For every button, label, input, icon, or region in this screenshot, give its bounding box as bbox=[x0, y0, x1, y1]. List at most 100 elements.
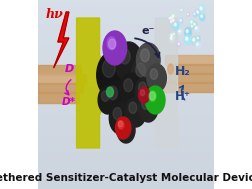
Circle shape bbox=[181, 9, 182, 11]
Bar bbox=[38, 119, 214, 120]
Polygon shape bbox=[38, 65, 81, 75]
Bar bbox=[38, 134, 214, 135]
Bar bbox=[38, 133, 214, 134]
Polygon shape bbox=[54, 12, 69, 68]
Bar bbox=[38, 27, 214, 28]
Bar bbox=[38, 183, 214, 184]
Circle shape bbox=[170, 17, 172, 19]
Bar bbox=[38, 164, 214, 165]
Bar bbox=[38, 0, 214, 1]
Bar bbox=[38, 32, 214, 33]
Bar bbox=[38, 126, 214, 127]
Bar bbox=[38, 171, 214, 172]
Circle shape bbox=[136, 43, 160, 77]
Polygon shape bbox=[38, 92, 79, 103]
Text: H₂: H₂ bbox=[175, 65, 191, 78]
Circle shape bbox=[179, 30, 180, 32]
FancyArrowPatch shape bbox=[135, 38, 160, 57]
Circle shape bbox=[140, 90, 145, 96]
Circle shape bbox=[173, 21, 179, 30]
Circle shape bbox=[178, 43, 179, 44]
Bar bbox=[38, 111, 214, 112]
Bar bbox=[38, 56, 214, 57]
Bar bbox=[38, 24, 214, 25]
Circle shape bbox=[104, 80, 129, 116]
Bar bbox=[38, 141, 214, 142]
Text: hν: hν bbox=[45, 8, 63, 21]
Circle shape bbox=[186, 30, 188, 33]
Bar bbox=[38, 43, 214, 44]
Circle shape bbox=[196, 27, 197, 29]
Circle shape bbox=[200, 14, 205, 21]
Bar bbox=[38, 7, 214, 8]
Bar bbox=[38, 101, 214, 102]
Bar bbox=[38, 66, 214, 67]
Circle shape bbox=[171, 37, 172, 39]
Circle shape bbox=[187, 13, 190, 16]
Bar bbox=[38, 146, 214, 147]
Bar bbox=[38, 10, 214, 11]
Circle shape bbox=[201, 15, 202, 17]
Bar bbox=[38, 165, 214, 166]
Bar bbox=[38, 128, 214, 129]
Bar bbox=[38, 127, 214, 128]
Bar bbox=[38, 108, 214, 109]
Bar bbox=[38, 63, 214, 64]
Bar bbox=[38, 23, 214, 24]
Bar bbox=[38, 160, 214, 161]
Circle shape bbox=[198, 5, 205, 15]
Circle shape bbox=[178, 42, 181, 47]
Bar bbox=[38, 82, 214, 83]
Circle shape bbox=[109, 39, 116, 49]
Bar bbox=[38, 95, 214, 96]
Circle shape bbox=[120, 73, 143, 107]
Circle shape bbox=[169, 19, 174, 26]
Circle shape bbox=[193, 38, 195, 41]
Bar bbox=[38, 54, 214, 55]
Bar bbox=[38, 12, 214, 13]
Bar bbox=[38, 21, 214, 22]
Circle shape bbox=[97, 51, 130, 99]
Bar bbox=[38, 154, 214, 155]
Polygon shape bbox=[77, 18, 104, 148]
Bar bbox=[38, 135, 214, 136]
Bar bbox=[38, 35, 214, 36]
Bar bbox=[38, 16, 214, 17]
Bar bbox=[38, 79, 214, 80]
Bar bbox=[38, 68, 214, 69]
Bar bbox=[38, 163, 214, 164]
Bar bbox=[38, 139, 214, 140]
Circle shape bbox=[120, 49, 130, 64]
Circle shape bbox=[139, 94, 158, 122]
Bar bbox=[38, 69, 214, 70]
Circle shape bbox=[170, 21, 172, 23]
Bar bbox=[38, 38, 214, 39]
Circle shape bbox=[185, 27, 191, 37]
Bar bbox=[38, 173, 214, 174]
Circle shape bbox=[180, 9, 183, 13]
Bar bbox=[38, 180, 214, 181]
Bar bbox=[38, 144, 214, 145]
Bar bbox=[38, 184, 214, 185]
Bar bbox=[38, 78, 214, 79]
Circle shape bbox=[190, 19, 194, 26]
Circle shape bbox=[118, 121, 124, 129]
Bar bbox=[38, 40, 214, 41]
Circle shape bbox=[178, 29, 182, 34]
Circle shape bbox=[118, 121, 122, 127]
Bar bbox=[38, 73, 214, 74]
Polygon shape bbox=[150, 18, 177, 148]
Bar bbox=[38, 55, 214, 56]
Bar bbox=[38, 187, 214, 188]
Bar bbox=[38, 72, 214, 73]
Bar bbox=[38, 97, 214, 98]
Bar bbox=[38, 158, 214, 159]
Bar bbox=[38, 6, 214, 7]
Bar bbox=[38, 137, 214, 138]
Bar bbox=[38, 31, 214, 32]
Circle shape bbox=[150, 92, 155, 100]
Circle shape bbox=[194, 13, 195, 15]
Bar bbox=[38, 99, 214, 100]
Text: Tethered Sensitizer-Catalyst Molecular Device: Tethered Sensitizer-Catalyst Molecular D… bbox=[0, 173, 252, 183]
Bar bbox=[38, 110, 214, 111]
